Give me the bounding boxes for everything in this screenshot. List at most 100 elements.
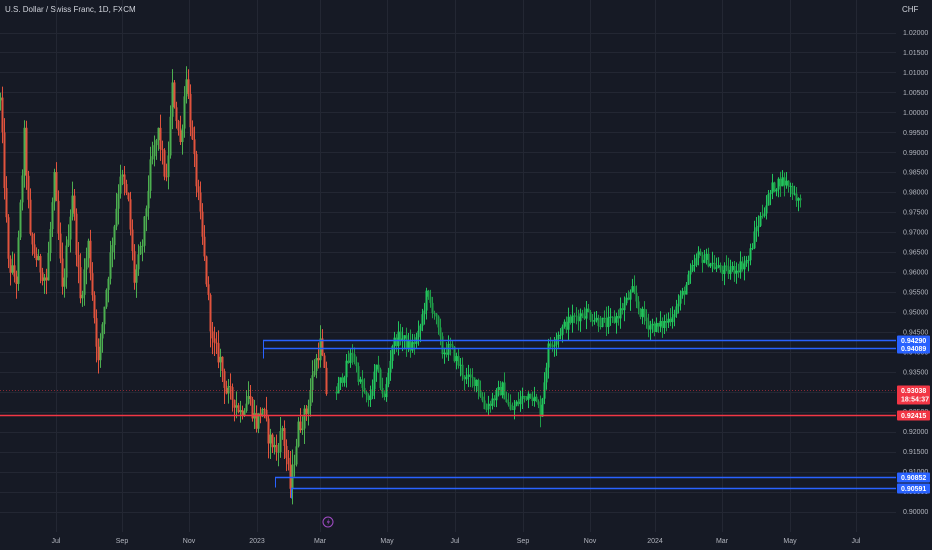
candle-body [755, 227, 758, 232]
candles [0, 66, 802, 505]
price-tick-label: 0.96500 [903, 250, 928, 257]
candle-body [3, 132, 6, 189]
candle-body [267, 418, 270, 444]
price-tick-label: 0.97000 [903, 230, 928, 237]
candle-body [79, 267, 82, 299]
candle-body [561, 326, 564, 335]
candle-body [311, 375, 314, 391]
candle-body [389, 360, 392, 373]
candle-body [477, 379, 480, 391]
candle-body [411, 342, 414, 351]
price-tick-label: 0.96000 [903, 270, 928, 277]
candle-body [35, 253, 38, 261]
candle-body [129, 199, 132, 230]
date-tick-label: Jul [852, 538, 861, 545]
candle-body [205, 256, 208, 285]
candle-body [563, 321, 566, 327]
level-lines [0, 339, 896, 499]
candle-body [161, 149, 164, 151]
price-tick-label: 0.95000 [903, 309, 928, 316]
candle-body [693, 265, 696, 266]
candle-body [681, 290, 684, 296]
candle-body [337, 383, 340, 394]
candle-body [605, 318, 608, 328]
candle-body [625, 297, 628, 304]
candle-body [81, 294, 84, 299]
candle-body [213, 338, 216, 343]
candle-body [497, 386, 500, 391]
event-icon[interactable] [322, 516, 334, 528]
candle-body [659, 321, 662, 327]
svg-text:0.93038: 0.93038 [901, 388, 926, 395]
candle-body [341, 377, 344, 383]
date-tick-label: 2023 [249, 538, 265, 545]
candle-body [737, 270, 740, 273]
candle-body [131, 229, 134, 252]
candle-body [651, 323, 654, 326]
candle-body [0, 97, 2, 101]
candle-body [379, 369, 382, 389]
candle-body [643, 308, 646, 318]
candle-body [797, 198, 800, 201]
candle-body [531, 398, 534, 402]
candle-body [183, 96, 186, 129]
candle-body [403, 335, 406, 339]
candle-body [219, 356, 222, 363]
time-axis[interactable]: Jul Sep Nov 2023 Mar May Jul Sep Nov 2024 Mar May Ju… [52, 538, 861, 545]
candle-body [485, 409, 488, 410]
candle-body [635, 292, 638, 302]
candle-body [155, 140, 158, 146]
price-axis[interactable]: 1.02000 1.01500 1.01000 1.00500 1.00000 0.995… [903, 30, 928, 516]
candle-body [557, 334, 560, 340]
candle-body [47, 253, 50, 281]
price-tick-label: 0.94500 [903, 329, 928, 336]
candle-body [795, 193, 798, 201]
candle-body [279, 431, 282, 453]
candle-body [85, 258, 88, 270]
candle-body [589, 312, 592, 321]
candle-body [147, 190, 150, 209]
candle-body [455, 356, 458, 362]
candle-body [33, 244, 36, 254]
candle-body [489, 403, 492, 406]
candle-body [381, 388, 384, 394]
candle-body [581, 313, 584, 317]
candle-body [159, 127, 162, 150]
candle-body [691, 265, 694, 271]
candle-body [483, 400, 486, 410]
candle-body [743, 263, 746, 270]
candle-body [515, 401, 518, 406]
candle-body [739, 261, 742, 273]
candle-body [609, 316, 612, 318]
candle-body [591, 320, 594, 322]
candle-body [615, 316, 618, 323]
date-tick-label: May [783, 538, 797, 545]
candle-body [223, 371, 226, 388]
candle-body [435, 313, 438, 317]
candle-body [547, 343, 550, 368]
price-tick-label: 1.01000 [903, 70, 928, 77]
candle-body [273, 444, 276, 448]
candle-body [349, 353, 352, 363]
candle-body [241, 410, 244, 416]
candle-body [763, 213, 766, 216]
candle-body [309, 390, 312, 407]
candle-body [133, 251, 136, 283]
candle-body [733, 265, 736, 274]
candle-body [413, 342, 416, 344]
candle-body [17, 237, 20, 284]
candle-body [711, 262, 714, 264]
candle-body [233, 399, 236, 408]
candle-body [423, 310, 426, 315]
candle-body [527, 393, 530, 400]
candle-body [261, 409, 264, 417]
price-tick-label: 1.00000 [903, 110, 928, 117]
candle-body [71, 195, 74, 217]
candle-body [165, 176, 168, 178]
candle-body [511, 409, 514, 411]
candle-body [505, 399, 508, 403]
svg-text:0.90852: 0.90852 [901, 475, 926, 482]
candle-body [517, 401, 520, 405]
